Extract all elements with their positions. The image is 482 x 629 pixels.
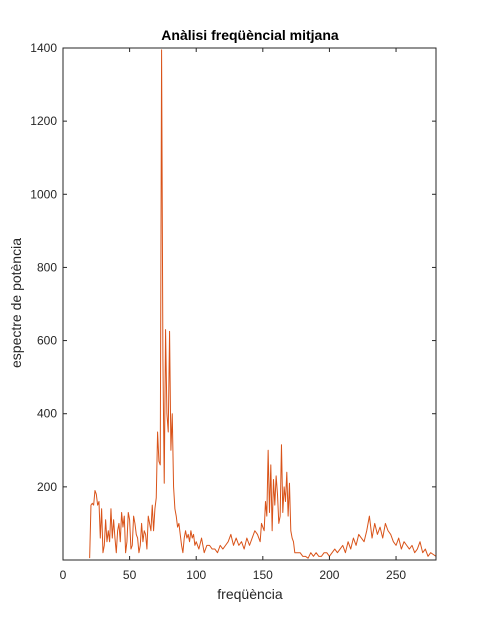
- y-tick-label: 400: [37, 407, 57, 421]
- y-tick-label: 1000: [30, 187, 57, 201]
- x-tick-label: 200: [319, 568, 339, 582]
- y-tick-label: 1400: [30, 41, 57, 55]
- x-tick-label: 50: [123, 568, 137, 582]
- y-tick-label: 200: [37, 480, 57, 494]
- y-axis-label: espectre de potència: [8, 238, 24, 368]
- x-tick-label: 100: [186, 568, 206, 582]
- series-line: [89, 49, 437, 559]
- y-tick-label: 800: [37, 260, 57, 274]
- x-tick-label: 250: [386, 568, 406, 582]
- y-tick-label: 1200: [30, 114, 57, 128]
- x-tick-label: 0: [60, 568, 67, 582]
- chart-title: Anàlisi freqüèncial mitjana: [161, 27, 339, 43]
- axes-background: [63, 48, 436, 560]
- plot-area: 0 50 100 150 200 250 200 400 600 800 1000 1200 1400: [30, 41, 437, 582]
- x-axis-label: freqüència: [217, 586, 283, 602]
- x-tick-label: 150: [253, 568, 273, 582]
- axes-box: [62, 47, 437, 561]
- y-tick-label: 600: [37, 334, 57, 348]
